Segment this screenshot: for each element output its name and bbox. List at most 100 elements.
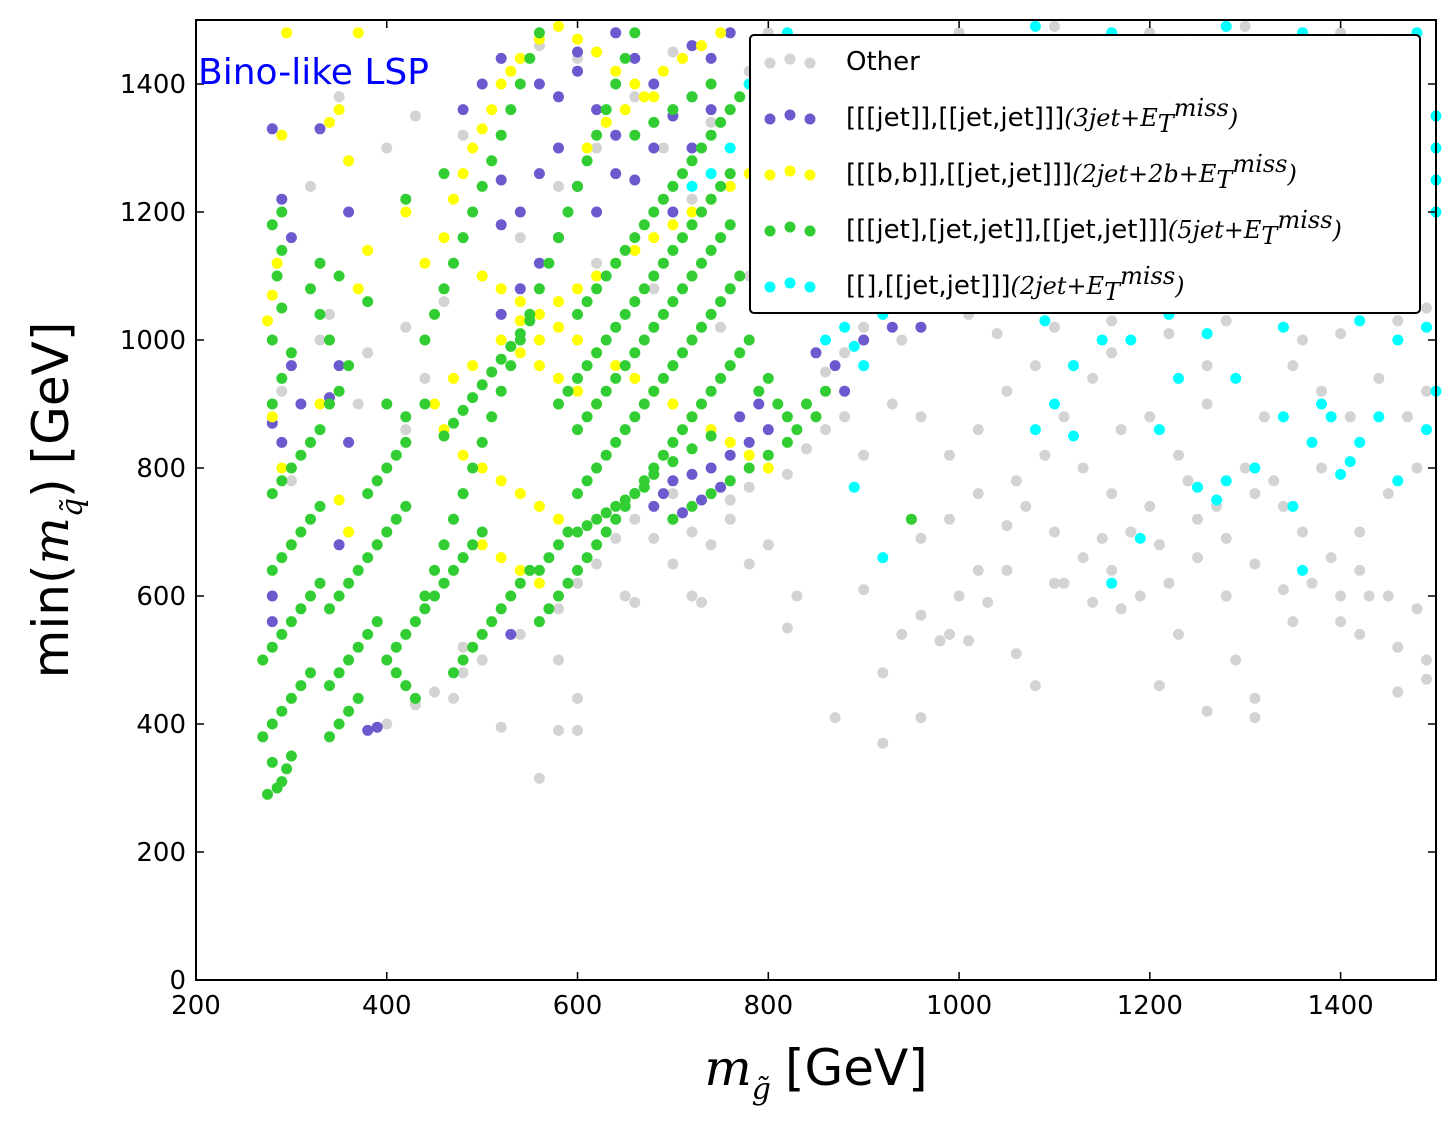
point-series-4-35 (1344, 456, 1356, 468)
point-series-3-163 (772, 398, 784, 410)
point-series-1-3 (343, 206, 355, 218)
point-series-3-189 (648, 321, 660, 333)
point-series-3-167 (810, 411, 822, 423)
point-series-3-89 (409, 692, 421, 704)
point-series-3-212 (705, 308, 717, 320)
point-series-0-66 (1201, 398, 1213, 410)
point-series-0-150 (476, 654, 488, 666)
point-series-2-41 (572, 334, 583, 346)
point-series-0-191 (972, 488, 984, 500)
point-series-0-127 (657, 142, 669, 154)
point-series-3-49 (371, 616, 383, 628)
point-series-3-277 (495, 603, 507, 615)
point-series-2-87 (677, 52, 688, 64)
point-series-3-86 (476, 526, 488, 538)
point-series-2-49 (724, 436, 736, 448)
point-series-0-8 (629, 596, 641, 608)
legend-marker-4-0 (764, 281, 776, 293)
point-series-3-3 (281, 763, 293, 775)
point-series-3-63 (400, 436, 412, 448)
point-series-2-58 (457, 449, 469, 461)
point-series-3-35 (276, 302, 288, 314)
point-series-3-84 (457, 552, 469, 564)
point-series-0-158 (667, 558, 679, 570)
point-series-1-66 (266, 616, 278, 628)
point-series-3-164 (781, 411, 793, 423)
point-series-3-117 (457, 232, 469, 244)
point-series-3-88 (400, 680, 412, 692)
point-series-3-119 (476, 180, 488, 192)
point-series-4-17 (1039, 315, 1051, 327)
point-series-1-67 (495, 174, 507, 186)
point-series-1-12 (333, 539, 345, 551)
point-series-1-56 (915, 321, 927, 333)
point-series-3-94 (457, 488, 469, 500)
point-series-0-211 (314, 334, 326, 346)
point-series-4-1 (705, 168, 717, 180)
point-series-1-42 (724, 449, 736, 461)
point-series-1-4 (285, 232, 297, 244)
point-series-0-187 (1382, 590, 1394, 602)
point-series-3-31 (266, 398, 278, 410)
point-series-0-68 (1258, 411, 1270, 423)
point-series-3-165 (791, 424, 803, 436)
point-series-0-14 (877, 667, 889, 679)
point-series-1-11 (343, 436, 355, 448)
x-tick-label-1400: 1400 (1308, 991, 1374, 1021)
point-series-4-20 (1134, 532, 1146, 544)
point-series-2-61 (514, 488, 526, 500)
point-series-2-72 (591, 270, 603, 282)
point-series-0-186 (1354, 564, 1366, 576)
point-series-0-2 (553, 724, 564, 736)
point-series-2-88 (696, 40, 707, 52)
point-series-3-172 (600, 507, 612, 519)
point-series-3-21 (285, 539, 297, 551)
point-series-4-36 (1354, 436, 1366, 448)
point-series-3-108 (591, 129, 603, 141)
point-series-3-157 (715, 372, 727, 384)
point-series-1-2 (314, 123, 326, 135)
point-series-0-32 (1335, 590, 1347, 602)
point-series-3-146 (610, 513, 622, 525)
point-series-1-13 (362, 724, 374, 736)
point-series-3-53 (352, 564, 364, 576)
point-series-3-22 (295, 526, 307, 538)
point-series-0-213 (400, 424, 412, 436)
y-tick-label-400: 400 (136, 710, 186, 740)
point-series-4-49 (1421, 321, 1432, 333)
point-series-0-37 (896, 628, 908, 640)
point-series-3-0 (262, 788, 273, 800)
point-series-1-69 (572, 46, 583, 58)
point-series-3-185 (610, 372, 622, 384)
point-series-3-222 (610, 321, 622, 333)
point-series-0-133 (724, 494, 736, 506)
point-series-3-197 (724, 219, 736, 231)
point-series-0-23 (1087, 596, 1099, 608)
point-series-3-124 (524, 52, 536, 64)
point-series-3-273 (457, 654, 469, 666)
point-series-3-252 (734, 91, 746, 103)
point-series-0-34 (1392, 686, 1404, 698)
point-series-2-63 (553, 513, 564, 525)
legend-entry-4: [[],[[jet,jet]]](2jet+ETmiss) (764, 262, 1185, 306)
point-series-3-8 (276, 705, 288, 717)
point-series-1-63 (514, 283, 526, 295)
point-series-1-55 (886, 321, 898, 333)
point-series-0-4 (448, 692, 459, 704)
point-series-3-190 (657, 308, 669, 320)
point-series-3-17 (305, 590, 316, 602)
point-series-0-54 (858, 449, 870, 461)
point-series-3-239 (610, 257, 622, 269)
point-series-3-24 (314, 500, 326, 512)
legend-marker-2-1 (784, 165, 796, 177)
point-series-0-53 (1411, 462, 1423, 474)
point-series-0-206 (1392, 641, 1404, 653)
point-series-0-11 (791, 590, 803, 602)
point-series-2-43 (610, 360, 622, 372)
y-tick-label-1000: 1000 (120, 326, 186, 356)
point-series-2-19 (419, 257, 431, 269)
point-series-3-141 (562, 577, 574, 589)
point-series-3-234 (724, 168, 736, 180)
legend-label-0: Other (846, 47, 920, 77)
point-series-0-196 (1106, 564, 1118, 576)
